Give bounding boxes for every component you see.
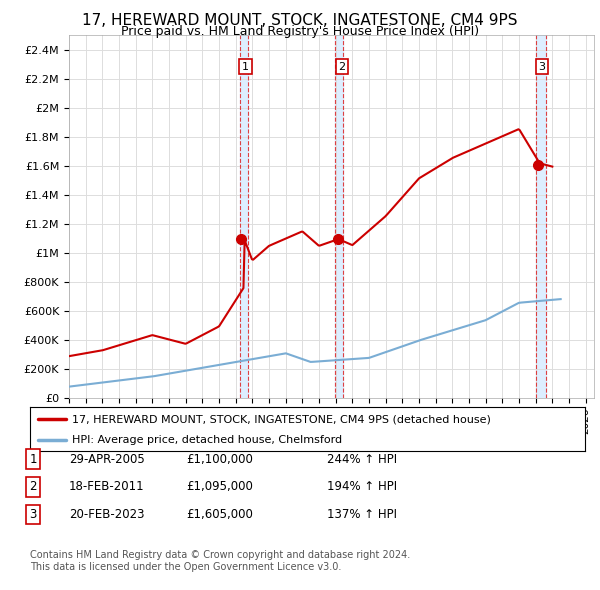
Text: £1,095,000: £1,095,000 (186, 480, 253, 493)
Text: 1: 1 (242, 61, 249, 71)
Text: £1,100,000: £1,100,000 (186, 453, 253, 466)
Text: 17, HEREWARD MOUNT, STOCK, INGATESTONE, CM4 9PS (detached house): 17, HEREWARD MOUNT, STOCK, INGATESTONE, … (71, 414, 491, 424)
Text: 29-APR-2005: 29-APR-2005 (69, 453, 145, 466)
Text: Contains HM Land Registry data © Crown copyright and database right 2024.: Contains HM Land Registry data © Crown c… (30, 550, 410, 560)
Text: This data is licensed under the Open Government Licence v3.0.: This data is licensed under the Open Gov… (30, 562, 341, 572)
Text: 20-FEB-2023: 20-FEB-2023 (69, 508, 145, 521)
Text: HPI: Average price, detached house, Chelmsford: HPI: Average price, detached house, Chel… (71, 435, 342, 445)
Text: 3: 3 (538, 61, 545, 71)
Text: 2: 2 (338, 61, 346, 71)
Text: 17, HEREWARD MOUNT, STOCK, INGATESTONE, CM4 9PS: 17, HEREWARD MOUNT, STOCK, INGATESTONE, … (82, 13, 518, 28)
Bar (536, 35, 545, 398)
Text: 1: 1 (29, 453, 37, 466)
Text: 2: 2 (29, 480, 37, 493)
Text: 244% ↑ HPI: 244% ↑ HPI (327, 453, 397, 466)
Text: Price paid vs. HM Land Registry's House Price Index (HPI): Price paid vs. HM Land Registry's House … (121, 25, 479, 38)
Text: 137% ↑ HPI: 137% ↑ HPI (327, 508, 397, 521)
Bar (335, 35, 343, 398)
Text: 18-FEB-2011: 18-FEB-2011 (69, 480, 145, 493)
Text: £1,605,000: £1,605,000 (186, 508, 253, 521)
Text: 3: 3 (29, 508, 37, 521)
Bar (240, 35, 248, 398)
Text: 194% ↑ HPI: 194% ↑ HPI (327, 480, 397, 493)
